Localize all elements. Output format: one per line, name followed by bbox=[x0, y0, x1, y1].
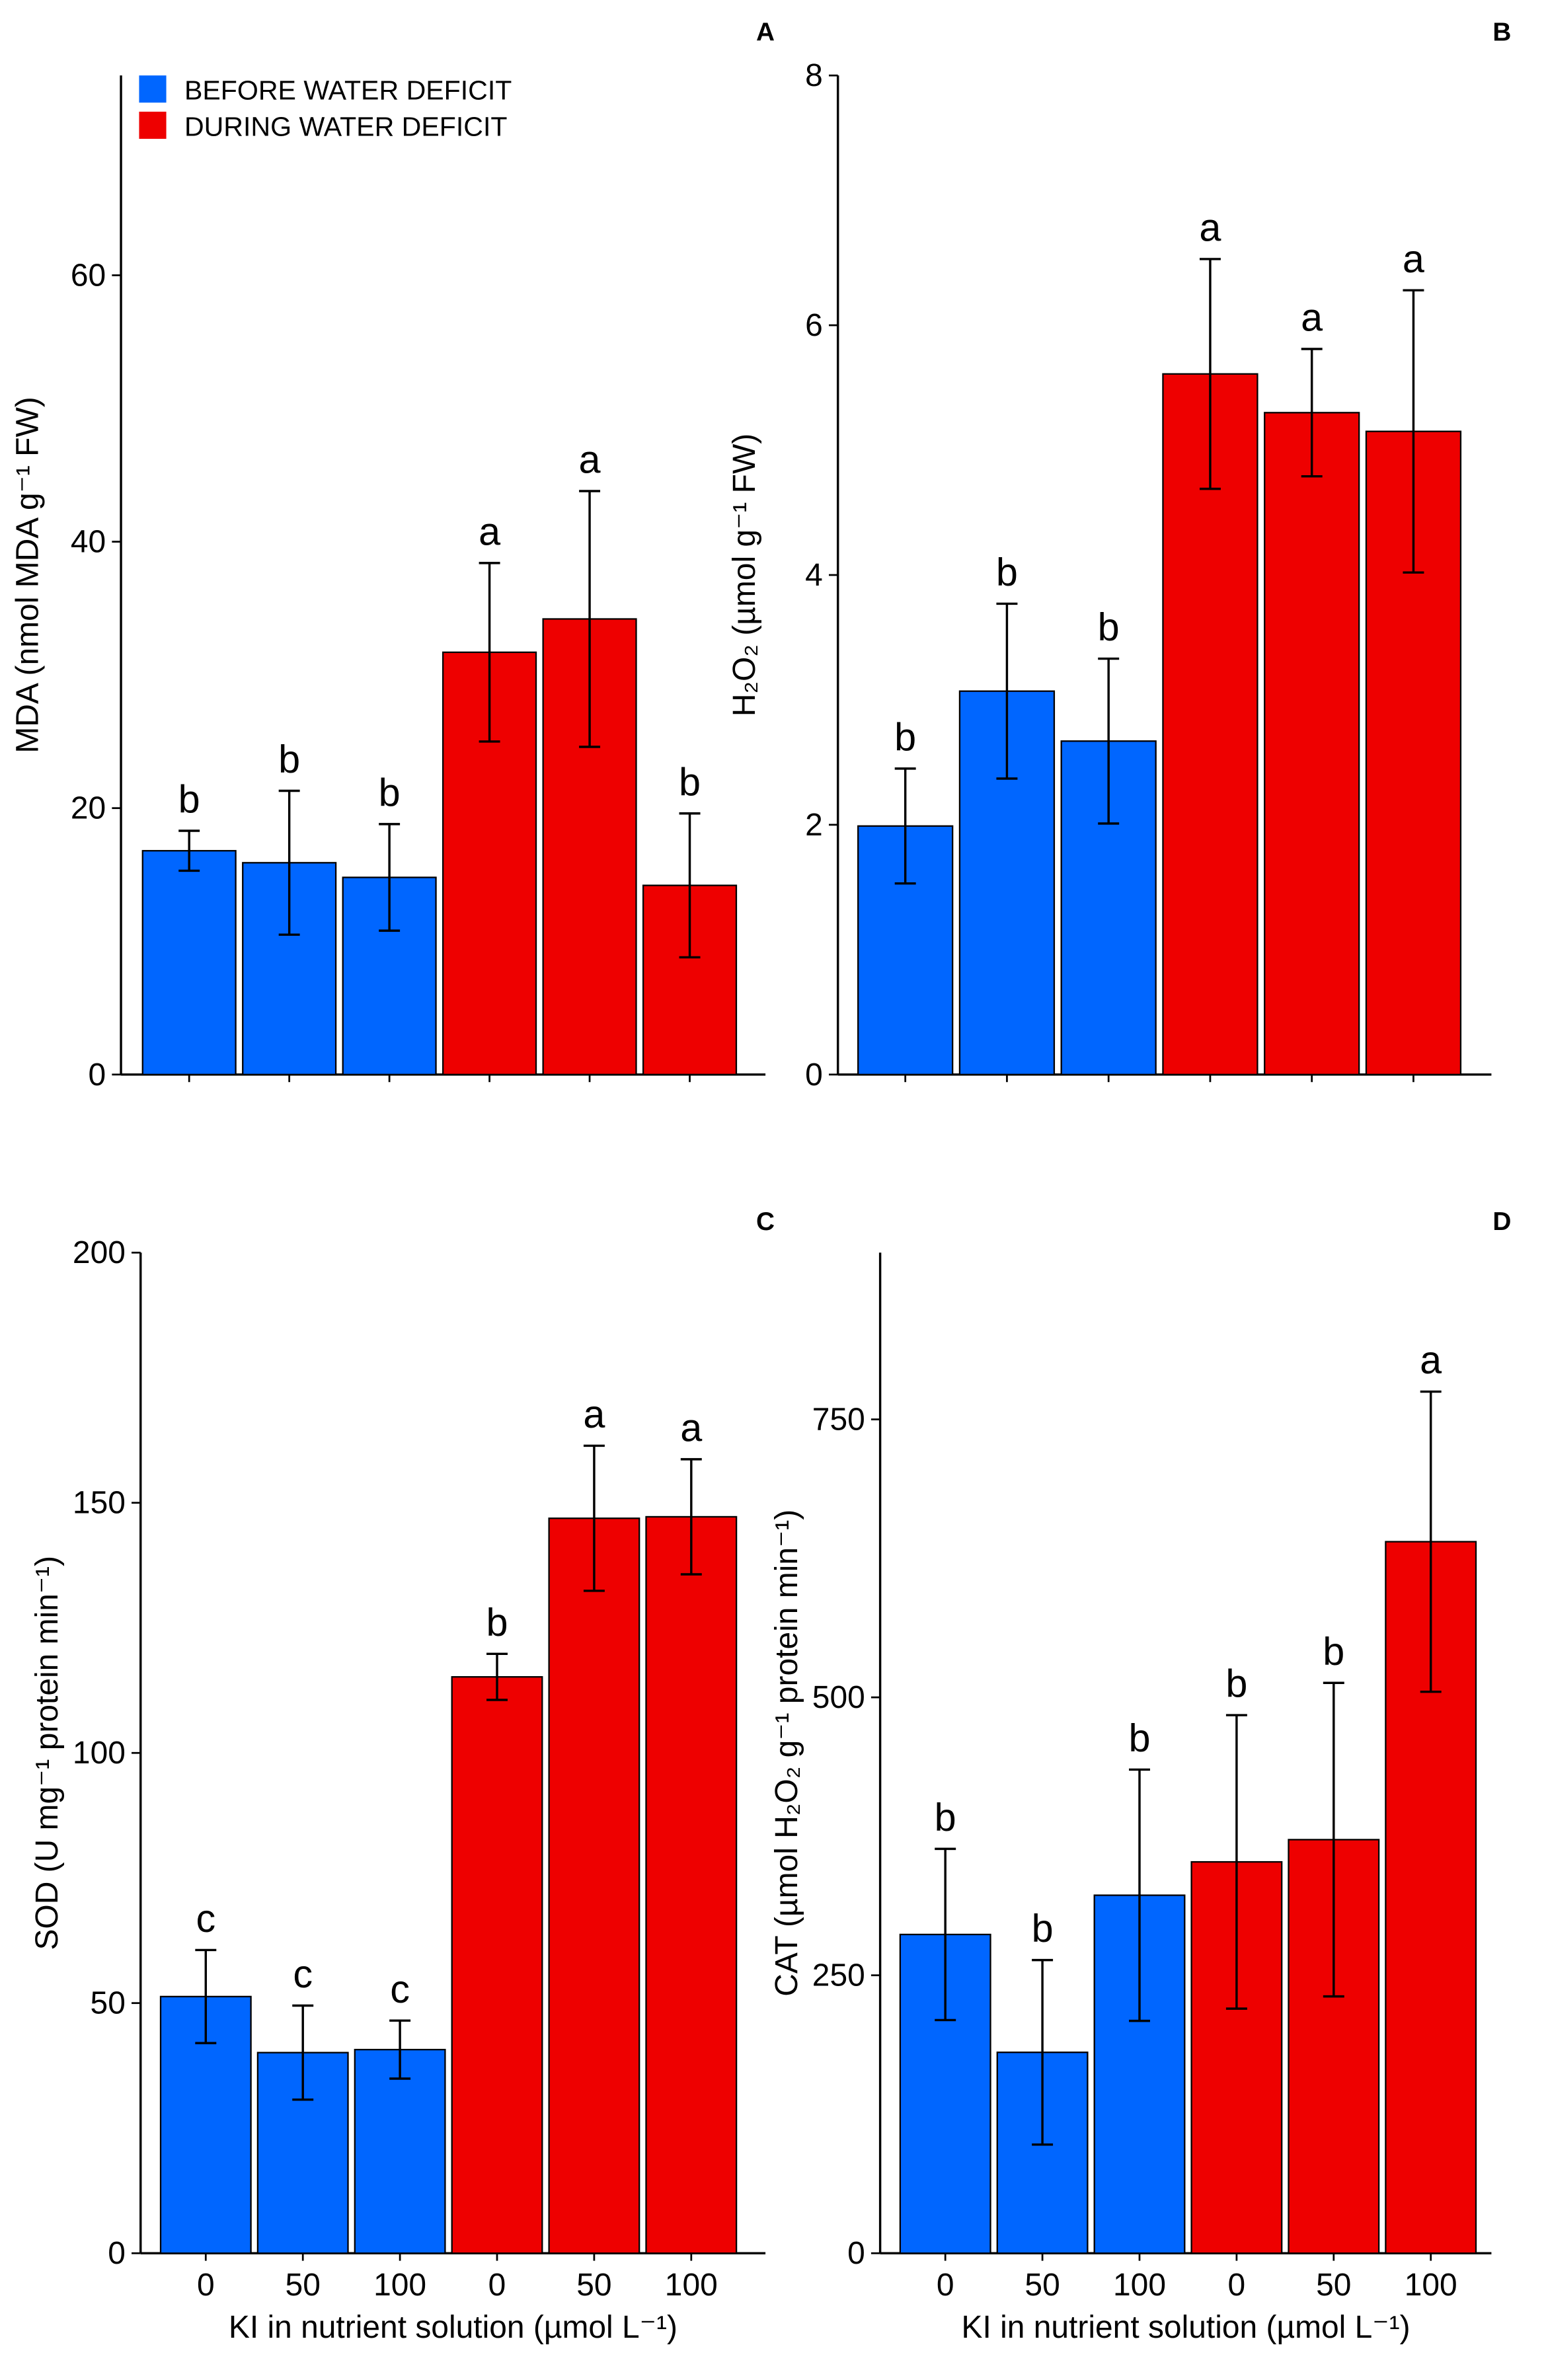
bar bbox=[451, 1676, 543, 2254]
bar bbox=[1162, 373, 1258, 1075]
significance-letter: c bbox=[390, 1967, 410, 2011]
x-axis-label: KI in nutrient solution (µmol L⁻¹) bbox=[962, 2310, 1411, 2345]
significance-letter: c bbox=[293, 1952, 313, 1996]
x-tick-label: 100 bbox=[665, 2268, 718, 2303]
y-axis-label: MDA (nmol MDA g⁻¹ FW) bbox=[10, 397, 45, 753]
y-tick-label: 250 bbox=[812, 1958, 865, 1993]
significance-letter: b bbox=[1128, 1716, 1150, 1760]
y-tick-label: 4 bbox=[805, 558, 823, 593]
significance-letter: b bbox=[894, 714, 916, 759]
significance-letter: b bbox=[1225, 1662, 1247, 1706]
y-axis-label: CAT (µmol H₂O₂ g⁻¹ protein min⁻¹) bbox=[769, 1510, 804, 1997]
significance-letter: a bbox=[1403, 237, 1425, 281]
y-tick-label: 50 bbox=[91, 1986, 126, 2021]
significance-letter: b bbox=[178, 777, 200, 822]
legend-label: BEFORE WATER DEFICIT bbox=[184, 75, 512, 106]
significance-letter: b bbox=[1323, 1629, 1344, 1673]
legend-swatch bbox=[139, 75, 167, 103]
legend-label: DURING WATER DEFICIT bbox=[184, 112, 508, 142]
x-tick-label: 100 bbox=[1113, 2268, 1166, 2303]
y-tick-label: 2 bbox=[805, 808, 823, 843]
significance-letter: b bbox=[278, 737, 300, 781]
y-tick-label: 0 bbox=[89, 1057, 106, 1093]
panel-label: A bbox=[756, 19, 775, 47]
y-tick-label: 500 bbox=[812, 1680, 865, 1715]
significance-letter: b bbox=[379, 770, 401, 814]
legend-swatch bbox=[139, 111, 167, 139]
y-tick-label: 20 bbox=[71, 791, 106, 826]
x-tick-label: 100 bbox=[373, 2268, 426, 2303]
y-tick-label: 60 bbox=[71, 258, 106, 293]
y-tick-label: 8 bbox=[805, 58, 823, 93]
significance-letter: a bbox=[1199, 206, 1221, 250]
x-tick-label: 0 bbox=[488, 2268, 506, 2303]
y-tick-label: 0 bbox=[847, 2236, 865, 2271]
bar bbox=[354, 2048, 446, 2254]
y-axis-label: H₂O₂ (µmol g⁻¹ FW) bbox=[727, 434, 762, 716]
y-tick-label: 150 bbox=[73, 1486, 126, 1521]
bar bbox=[1264, 412, 1360, 1075]
significance-letter: b bbox=[1032, 1906, 1054, 1950]
x-tick-label: 100 bbox=[1405, 2268, 1457, 2303]
bar bbox=[645, 1516, 738, 2254]
significance-letter: b bbox=[486, 1600, 508, 1644]
bar bbox=[1093, 1894, 1186, 2254]
significance-letter: a bbox=[583, 1392, 605, 1436]
bar bbox=[141, 850, 237, 1075]
x-tick-label: 50 bbox=[1316, 2268, 1351, 2303]
significance-letter: b bbox=[935, 1795, 956, 1839]
y-tick-label: 0 bbox=[108, 2236, 126, 2271]
x-axis-label: KI in nutrient solution (µmol L⁻¹) bbox=[229, 2310, 677, 2345]
panel-label: B bbox=[1492, 19, 1511, 47]
x-tick-label: 50 bbox=[1024, 2268, 1060, 2303]
y-tick-label: 750 bbox=[812, 1402, 865, 1438]
panel-label: D bbox=[1492, 1208, 1511, 1236]
x-tick-label: 0 bbox=[197, 2268, 215, 2303]
bar bbox=[548, 1517, 640, 2254]
x-tick-label: 50 bbox=[286, 2268, 321, 2303]
y-tick-label: 200 bbox=[73, 1235, 126, 1270]
significance-letter: a bbox=[680, 1405, 703, 1449]
y-tick-label: 100 bbox=[73, 1736, 126, 1771]
x-tick-label: 0 bbox=[937, 2268, 954, 2303]
y-tick-label: 6 bbox=[805, 308, 823, 343]
significance-letter: b bbox=[679, 759, 701, 804]
panel-label: C bbox=[756, 1208, 775, 1236]
significance-letter: b bbox=[1098, 605, 1120, 649]
y-tick-label: 0 bbox=[805, 1057, 823, 1093]
significance-letter: a bbox=[1420, 1338, 1442, 1382]
x-tick-label: 50 bbox=[576, 2268, 611, 2303]
y-tick-label: 40 bbox=[71, 525, 106, 560]
y-axis-label: SOD (U mg⁻¹ protein min⁻¹) bbox=[30, 1556, 65, 1950]
significance-letter: c bbox=[196, 1896, 215, 1940]
x-tick-label: 0 bbox=[1228, 2268, 1246, 2303]
significance-letter: b bbox=[996, 550, 1018, 594]
significance-letter: a bbox=[579, 438, 601, 482]
significance-letter: a bbox=[479, 509, 501, 553]
significance-letter: a bbox=[1301, 295, 1323, 340]
